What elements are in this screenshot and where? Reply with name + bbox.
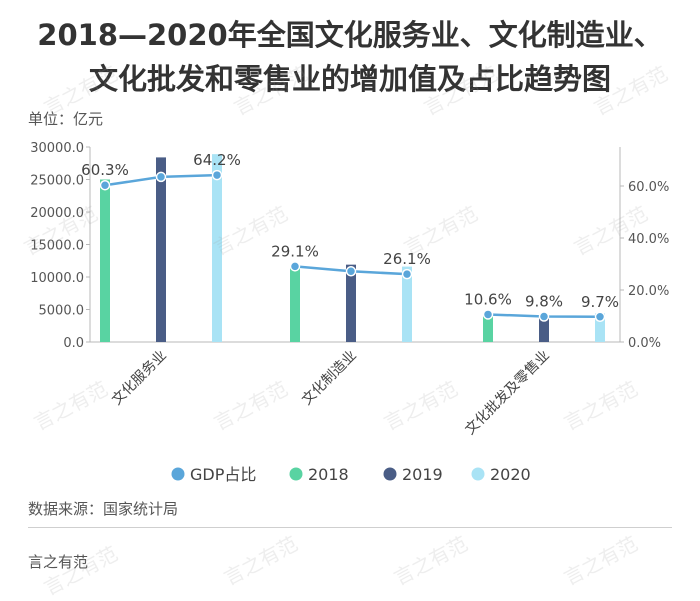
category-label: 文化制造业 — [299, 348, 360, 409]
chart-axes: 0.0 5000.0 10000.0 15000.0 20000.0 25000.0 300… — [30, 141, 669, 351]
gdp-share-data-label: 9.7% — [581, 293, 619, 311]
gdp-share-data-label: 64.2% — [193, 151, 241, 169]
legend-label: 2020 — [490, 465, 531, 484]
gdp-share-data-label: 29.1% — [271, 242, 319, 260]
gdp-share-point — [155, 171, 167, 183]
bar-2018 — [290, 264, 300, 342]
bar-2020 — [402, 266, 412, 342]
legend-marker — [289, 467, 303, 481]
left-tick-label: 25000.0 — [30, 174, 84, 189]
divider — [28, 527, 672, 528]
legend-marker — [171, 467, 185, 481]
gdp-share-data-label: 60.3% — [81, 161, 129, 179]
left-tick-label: 0.0 — [63, 336, 84, 351]
gdp-share-point — [99, 179, 111, 191]
bar-2019 — [156, 157, 166, 342]
title-line-2: 文化批发和零售业的增加值及占比趋势图 — [88, 62, 611, 96]
gdp-share-point — [482, 309, 494, 320]
bar-2020 — [595, 313, 605, 342]
legend-marker — [471, 467, 485, 481]
footer-brand: 言之有范 — [28, 553, 89, 571]
left-tick-label: 15000.0 — [30, 239, 84, 254]
chart-legend: GDP占比 2018 2019 2020 — [171, 465, 531, 484]
legend-marker — [383, 467, 397, 481]
bar-2019 — [539, 317, 549, 342]
bar-2018 — [483, 314, 493, 342]
source-note: 数据来源：国家统计局 — [28, 500, 179, 518]
category-label: 文化批发及零售业 — [462, 348, 553, 439]
left-tick-label: 20000.0 — [30, 206, 84, 221]
gdp-share-data-label: 9.8% — [525, 293, 563, 311]
right-tick-label: 0.0% — [628, 336, 661, 351]
category-label: 文化服务业 — [109, 348, 170, 409]
right-tick-label: 60.0% — [628, 180, 669, 195]
gdp-share-point — [538, 311, 550, 322]
right-tick-label: 40.0% — [628, 232, 669, 247]
gdp-share-data-label: 10.6% — [464, 290, 512, 308]
chart-line — [99, 169, 606, 323]
gdp-share-point — [594, 311, 606, 323]
gdp-share-point — [401, 268, 413, 280]
bar-2018 — [100, 179, 110, 342]
chart-labels: 60.3% 64.2% 29.1% 26.1% 10.6% 9.8% 9.7% — [81, 151, 619, 311]
left-tick-label: 5000.0 — [39, 304, 85, 319]
left-tick-label: 30000.0 — [30, 141, 84, 156]
gdp-share-point — [211, 169, 223, 181]
legend-label: 2019 — [402, 465, 443, 484]
unit-label: 单位：亿元 — [28, 110, 104, 128]
gdp-share-point — [289, 261, 301, 272]
left-tick-label: 10000.0 — [30, 271, 84, 286]
bar-2020 — [212, 154, 222, 342]
right-tick-label: 20.0% — [628, 284, 669, 299]
legend-label: 2018 — [308, 465, 349, 484]
title-line-1: 2018—2020年全国文化服务业、文化制造业、 — [37, 18, 663, 52]
gdp-share-point — [345, 266, 357, 277]
bar-2019 — [346, 264, 356, 342]
gdp-share-data-label: 26.1% — [383, 250, 431, 268]
legend-label: GDP占比 — [190, 465, 256, 484]
